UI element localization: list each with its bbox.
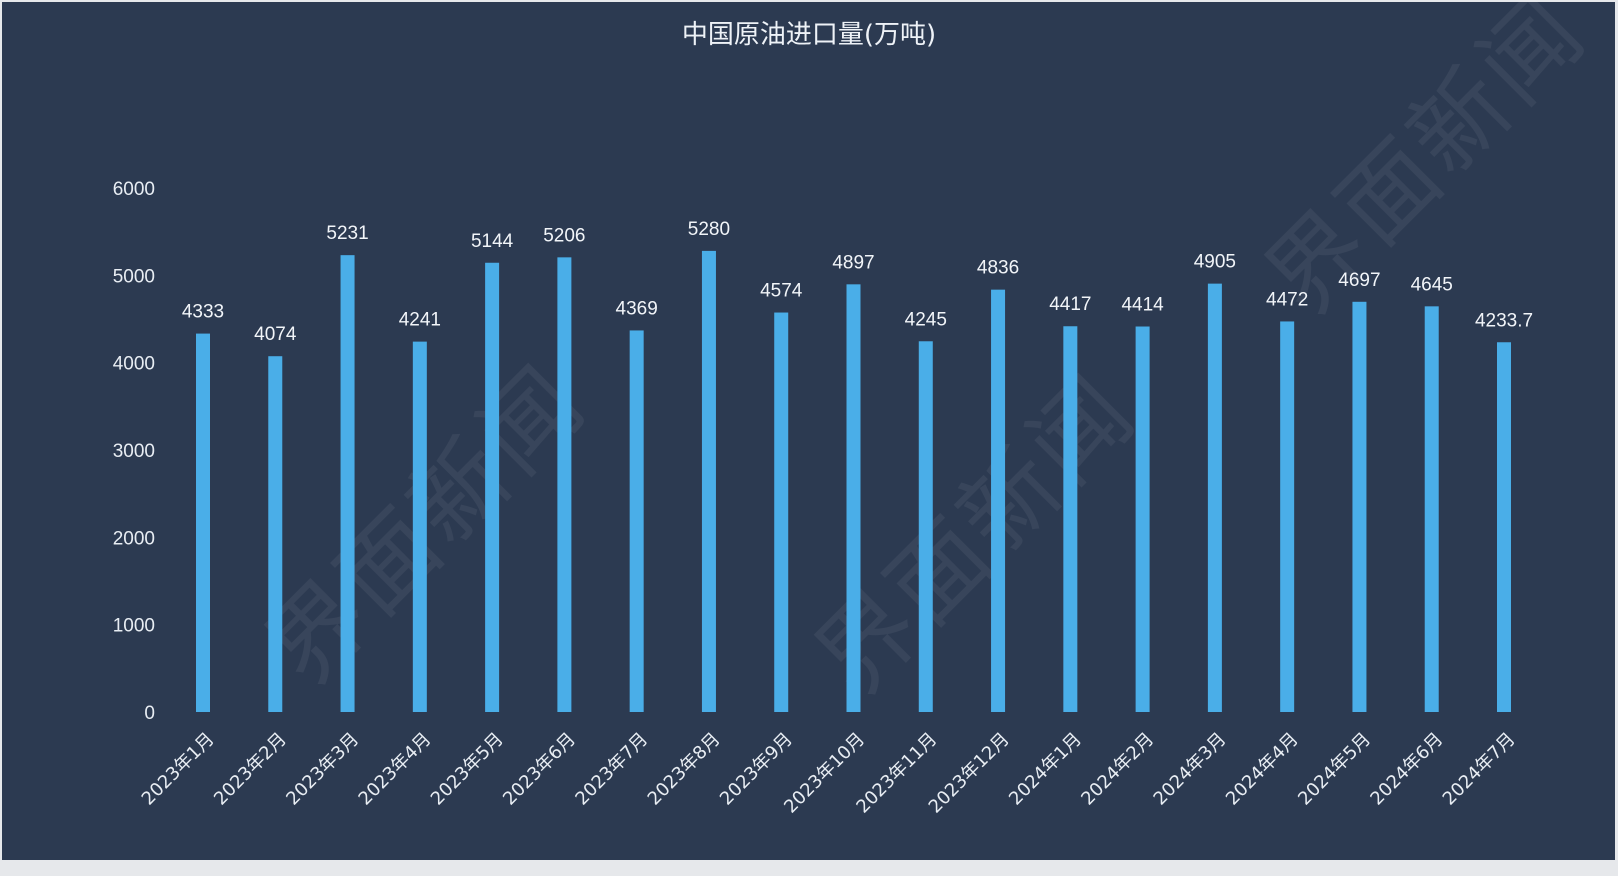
data-label: 4245: [905, 309, 947, 330]
bar: [1352, 301, 1367, 712]
bar: [196, 333, 210, 712]
y-tick-label: 2000: [113, 528, 155, 549]
y-tick-label: 3000: [113, 441, 155, 462]
data-label: 4574: [760, 281, 803, 302]
x-tick-label: 2024年6月: [1366, 729, 1447, 810]
bar: [1135, 326, 1150, 712]
data-label: 4417: [1049, 294, 1091, 315]
x-tick-label: 2024年3月: [1150, 729, 1231, 810]
data-label: 4645: [1411, 274, 1453, 295]
bar: [701, 250, 716, 712]
data-label: 4233.7: [1475, 310, 1533, 331]
data-label: 5231: [326, 223, 368, 244]
bar: [846, 284, 861, 712]
bar: [1280, 321, 1295, 712]
x-tick-label: 2023年8月: [644, 729, 725, 810]
bar: [1063, 326, 1078, 712]
y-tick-label: 6000: [113, 179, 155, 200]
chart-title: 中国原油进口量(万吨): [681, 20, 937, 50]
x-tick-label: 2024年2月: [1077, 729, 1158, 810]
bar: [629, 330, 644, 712]
x-tick-label: 2024年4月: [1222, 729, 1303, 810]
x-tick-label: 2023年2月: [210, 729, 291, 810]
x-tick-label: 2024年1月: [1005, 729, 1086, 810]
x-tick-label: 2023年1月: [138, 729, 219, 810]
bar: [557, 257, 572, 712]
bar: [918, 341, 933, 712]
data-label: 4905: [1194, 252, 1236, 273]
bar: [268, 356, 283, 712]
data-label: 5144: [471, 231, 514, 252]
bar: [1424, 306, 1439, 712]
bar: [1207, 283, 1222, 712]
bar: [412, 341, 427, 712]
bar: [1497, 342, 1511, 712]
data-label: 4472: [1266, 289, 1308, 310]
data-label: 4414: [1121, 295, 1164, 316]
data-label: 4074: [254, 324, 297, 345]
x-tick-label: 2023年5月: [427, 729, 508, 810]
x-tick-label: 2024年5月: [1294, 729, 1375, 810]
y-tick-label: 0: [144, 703, 155, 724]
x-tick-label: 2023年6月: [499, 729, 580, 810]
data-label: 5280: [688, 219, 730, 240]
data-label: 4836: [977, 258, 1019, 279]
bar: [340, 255, 355, 712]
x-tick-label: 2024年7月: [1439, 729, 1520, 810]
x-tick-label: 2023年4月: [355, 729, 436, 810]
data-label: 4241: [399, 310, 441, 331]
bar: [774, 312, 789, 712]
y-tick-label: 5000: [113, 266, 155, 287]
y-tick-label: 1000: [113, 616, 155, 637]
data-label: 5206: [543, 225, 585, 246]
y-tick-label: 4000: [113, 354, 155, 375]
data-label: 4697: [1338, 270, 1380, 291]
data-label: 4897: [832, 252, 874, 273]
bar: [485, 262, 500, 712]
x-tick-label: 2023年3月: [282, 729, 363, 810]
bar: [991, 289, 1006, 712]
data-label: 4333: [182, 302, 224, 323]
x-tick-label: 2023年7月: [571, 729, 652, 810]
data-label: 4369: [616, 298, 658, 319]
